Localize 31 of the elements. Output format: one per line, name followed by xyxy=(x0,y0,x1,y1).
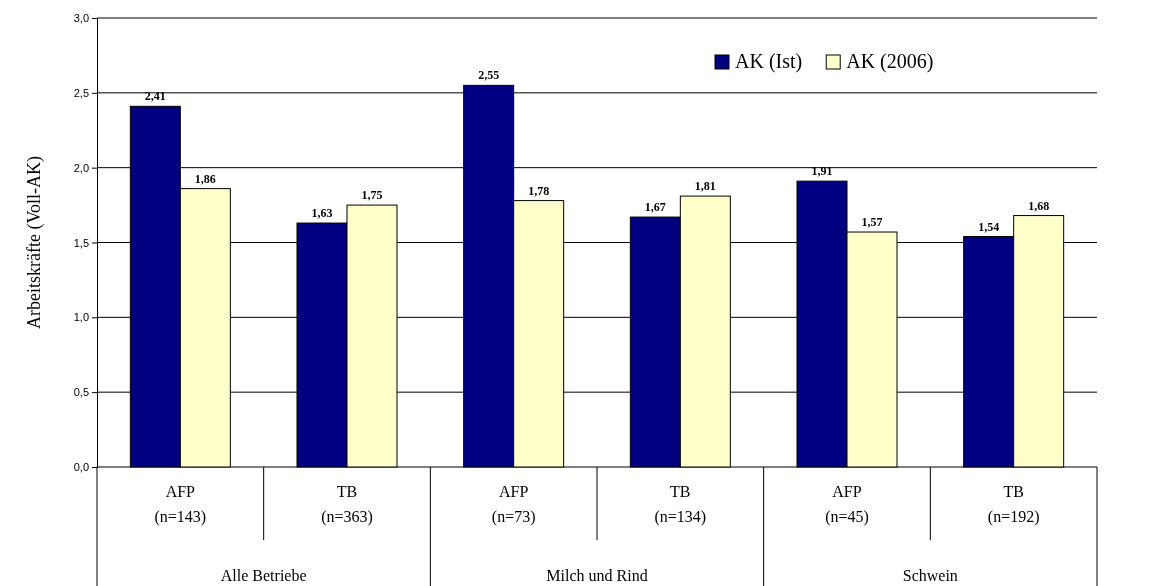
y-tick-label: 1,0 xyxy=(73,311,89,324)
data-label: 1,75 xyxy=(361,188,383,203)
data-label: 1,81 xyxy=(694,179,716,194)
data-label: 1,57 xyxy=(861,215,883,230)
data-label: 2,41 xyxy=(144,89,166,104)
x-tick-label: TB (n=134) xyxy=(654,483,707,526)
data-label: 1,68 xyxy=(1028,198,1050,213)
y-axis-title: Arbeitskräfte (Voll-AK) xyxy=(24,155,45,330)
y-tick-label: 0,0 xyxy=(73,461,89,474)
y-tick-label: 2,0 xyxy=(73,161,89,174)
text: Schwein xyxy=(902,567,958,584)
legend-label: AK (Ist) xyxy=(735,50,803,73)
y-tick-label: 3,0 xyxy=(73,12,89,25)
y-tick-label: 2,5 xyxy=(73,86,89,99)
x-tick-label: AFP (n=73) xyxy=(491,483,536,526)
text: Milch und Rind xyxy=(546,567,648,584)
data-label: 1,86 xyxy=(194,171,216,186)
y-tick-label: 0,5 xyxy=(73,386,89,399)
data-label: 1,54 xyxy=(978,219,1000,234)
text: Alle Betriebe xyxy=(220,567,307,584)
data-label: 2,55 xyxy=(478,68,500,83)
x-tick-label: TB (n=363) xyxy=(321,483,373,526)
data-label: 1,78 xyxy=(528,183,550,198)
legend-label: AK (2006) xyxy=(846,50,934,73)
data-label: 1,91 xyxy=(811,164,833,179)
x-tick-label: TB (n=192) xyxy=(987,483,1040,526)
y-tick-label: 1,5 xyxy=(73,236,89,249)
data-label: 1,63 xyxy=(311,206,333,221)
x-tick-label: AFP (n=143) xyxy=(154,483,207,526)
x-tick-label: AFP (n=45) xyxy=(825,483,869,526)
data-label: 1,67 xyxy=(644,200,666,215)
